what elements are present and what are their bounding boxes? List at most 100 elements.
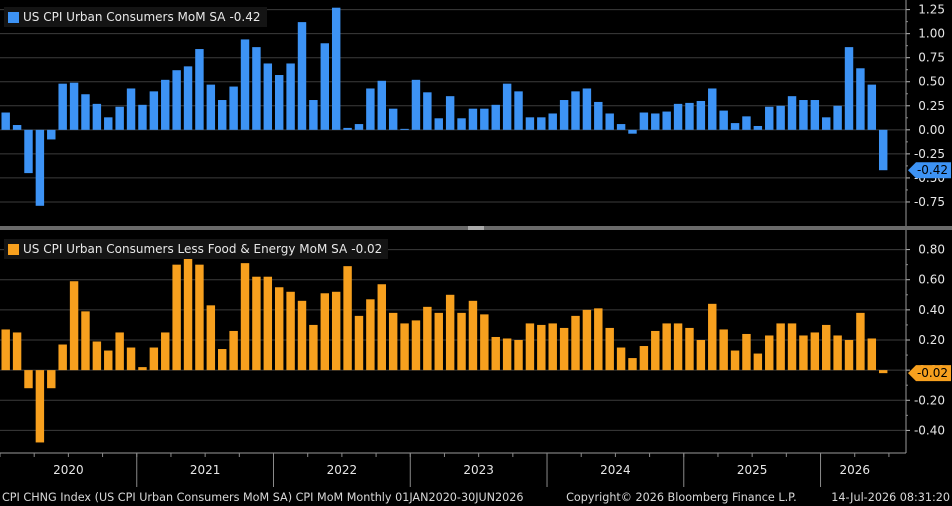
bar xyxy=(12,332,22,371)
bar xyxy=(457,312,466,371)
bar xyxy=(651,330,660,371)
bar xyxy=(138,104,147,130)
bar xyxy=(12,125,22,130)
x-tick-label: 2024 xyxy=(600,463,631,477)
y-tick-label: -0.25 xyxy=(914,147,945,161)
bar xyxy=(354,124,364,130)
bar xyxy=(525,117,535,130)
last-value-tag-label: -0.02 xyxy=(917,366,948,380)
bar xyxy=(856,68,865,130)
bar xyxy=(810,100,820,130)
bar xyxy=(115,332,124,371)
y-tick-label: 0.75 xyxy=(918,51,945,65)
series-swatch-core-cpi xyxy=(8,243,19,255)
footer-copyright: Copyright© 2026 Bloomberg Finance L.P. xyxy=(566,490,797,504)
last-value-tag xyxy=(908,365,951,382)
bar xyxy=(274,75,284,130)
y-tick-label: 1.25 xyxy=(918,3,945,17)
bar xyxy=(297,22,307,130)
bar xyxy=(206,84,216,130)
bar xyxy=(92,341,102,371)
bar xyxy=(730,123,740,130)
legend-bottom: US CPI Urban Consumers Less Food & Energ… xyxy=(4,239,389,259)
bar xyxy=(434,118,443,130)
y-tick-label: 0.25 xyxy=(918,99,945,113)
bar xyxy=(491,104,500,130)
bar xyxy=(639,112,649,130)
bar xyxy=(628,358,637,371)
bar xyxy=(47,370,56,389)
bar xyxy=(696,100,706,130)
bar xyxy=(126,88,136,130)
bar xyxy=(844,47,854,130)
bar xyxy=(878,129,888,171)
bar xyxy=(172,70,181,130)
bar xyxy=(331,7,341,130)
bar xyxy=(309,100,318,130)
bar xyxy=(708,303,717,371)
bar xyxy=(708,88,717,130)
bar xyxy=(605,113,614,130)
y-tick-label: 1.00 xyxy=(918,27,945,41)
bar xyxy=(628,129,637,134)
x-tick-label: 2021 xyxy=(190,463,221,477)
footer-timestamp: 14-Jul-2026 08:31:20 xyxy=(831,490,950,504)
legend-label-cpi: US CPI Urban Consumers MoM SA xyxy=(23,10,226,24)
bar xyxy=(366,88,375,130)
bar xyxy=(719,110,728,130)
bar xyxy=(502,83,512,130)
bar xyxy=(594,101,603,130)
bar xyxy=(92,103,102,130)
bar xyxy=(47,129,56,140)
bar xyxy=(195,49,204,130)
bar xyxy=(252,47,261,130)
x-tick-label: 2025 xyxy=(737,463,768,477)
bar xyxy=(377,284,386,371)
bar xyxy=(594,308,603,371)
y-tick-label: -0.75 xyxy=(914,195,945,209)
bar xyxy=(662,323,671,371)
bar xyxy=(571,315,580,371)
bar xyxy=(582,88,592,130)
bar xyxy=(240,39,250,130)
bar xyxy=(810,332,820,371)
bar xyxy=(320,293,330,371)
bar xyxy=(240,263,250,371)
bar xyxy=(822,324,831,371)
y-tick-label: -0.20 xyxy=(914,393,945,407)
bar xyxy=(445,96,455,130)
bar xyxy=(457,118,466,130)
bar xyxy=(104,350,113,371)
bar xyxy=(252,276,261,371)
bar xyxy=(719,329,728,371)
bar xyxy=(263,63,273,130)
bar xyxy=(343,127,352,130)
footer-ticker-description: CPI CHNG Index (US CPI Urban Consumers M… xyxy=(2,490,524,504)
bar xyxy=(548,323,557,371)
bar xyxy=(309,324,318,371)
bar xyxy=(525,323,535,371)
bar xyxy=(126,347,136,371)
x-tick-label: 2020 xyxy=(53,463,84,477)
bar xyxy=(172,264,181,371)
bar xyxy=(388,108,398,130)
bar xyxy=(559,327,569,371)
bar xyxy=(468,300,478,371)
bar xyxy=(229,86,238,130)
bar xyxy=(799,100,808,130)
bar xyxy=(331,291,341,371)
bar xyxy=(753,125,763,130)
bar xyxy=(685,102,694,130)
bar xyxy=(161,332,170,371)
bar xyxy=(571,91,580,130)
bar xyxy=(537,117,546,130)
bar xyxy=(149,91,159,130)
bar xyxy=(423,306,432,371)
y-tick-label: 0.50 xyxy=(918,75,945,89)
bar xyxy=(480,314,489,371)
bar xyxy=(856,312,865,371)
bar xyxy=(35,129,45,206)
bar xyxy=(730,350,740,371)
legend-label-core-cpi: US CPI Urban Consumers Less Food & Energ… xyxy=(23,242,348,256)
y-tick-label: 0.20 xyxy=(918,333,945,347)
